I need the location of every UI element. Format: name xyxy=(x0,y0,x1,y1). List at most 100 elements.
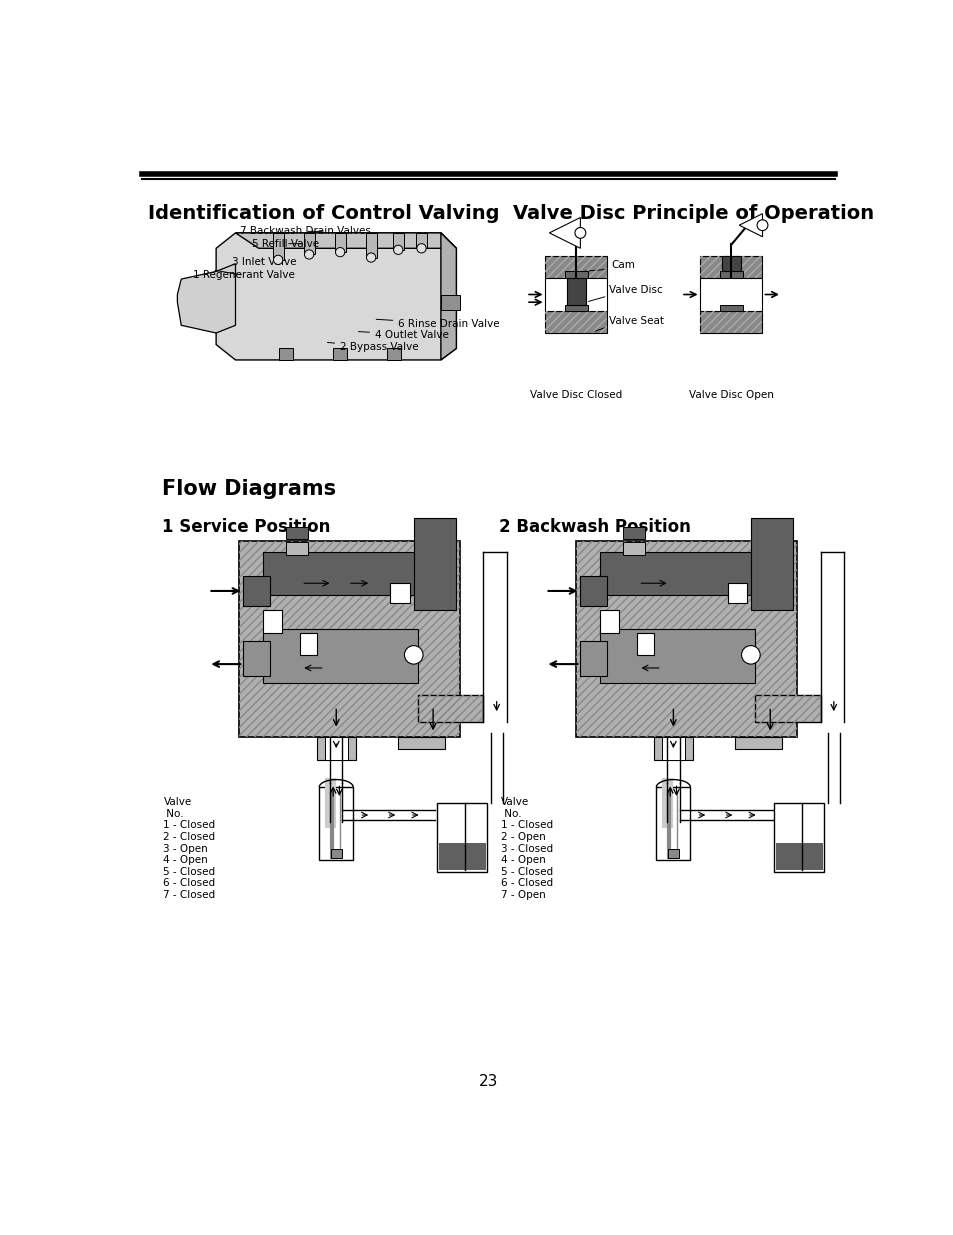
Polygon shape xyxy=(440,233,456,359)
Bar xyxy=(727,583,746,603)
Bar xyxy=(773,803,823,872)
Bar xyxy=(579,576,607,606)
Circle shape xyxy=(575,227,585,238)
Bar xyxy=(720,272,742,278)
Bar xyxy=(239,541,459,737)
Bar xyxy=(622,527,644,540)
Circle shape xyxy=(366,253,375,262)
Bar xyxy=(721,256,740,272)
Bar xyxy=(700,311,761,333)
Circle shape xyxy=(757,220,767,231)
Bar xyxy=(564,272,587,278)
Bar xyxy=(567,278,585,305)
Text: Cam: Cam xyxy=(611,259,635,269)
Bar xyxy=(286,527,307,540)
Text: 4 Outlet Valve: 4 Outlet Valve xyxy=(358,330,449,340)
Text: 2 - Open: 2 - Open xyxy=(500,832,545,842)
Bar xyxy=(622,542,644,555)
Bar xyxy=(735,737,781,748)
Bar xyxy=(397,737,444,748)
Text: 4 - Open: 4 - Open xyxy=(163,855,208,864)
Bar xyxy=(273,233,283,259)
Circle shape xyxy=(274,256,282,264)
Bar xyxy=(545,311,607,333)
Text: 1 - Closed: 1 - Closed xyxy=(500,820,553,830)
Bar xyxy=(333,348,347,359)
Bar xyxy=(438,842,485,871)
Bar xyxy=(656,787,690,861)
Text: Valve Disc Open: Valve Disc Open xyxy=(688,390,773,400)
Bar xyxy=(303,233,314,254)
Bar xyxy=(335,233,345,252)
Text: 4 - Open: 4 - Open xyxy=(500,855,545,864)
Text: Valve Disc: Valve Disc xyxy=(608,285,662,295)
Bar xyxy=(545,256,607,278)
Circle shape xyxy=(304,249,314,259)
Text: Valve Disc Principle of Operation: Valve Disc Principle of Operation xyxy=(513,204,873,222)
Text: 7 Backwash Drain Valves: 7 Backwash Drain Valves xyxy=(239,226,371,236)
Text: 3 Inlet Valve: 3 Inlet Valve xyxy=(232,257,295,267)
Text: 5 - Closed: 5 - Closed xyxy=(500,867,553,877)
Text: 6 - Closed: 6 - Closed xyxy=(500,878,553,888)
Polygon shape xyxy=(549,217,579,248)
Text: 5 Refill Valve: 5 Refill Valve xyxy=(252,238,319,248)
Circle shape xyxy=(335,247,344,257)
Bar xyxy=(599,630,754,683)
Bar xyxy=(545,278,607,311)
Bar xyxy=(316,737,355,761)
Text: Flow Diagrams: Flow Diagrams xyxy=(162,479,335,499)
Text: 1 - Closed: 1 - Closed xyxy=(163,820,215,830)
Polygon shape xyxy=(216,233,456,359)
Text: 2 Backwash Position: 2 Backwash Position xyxy=(498,517,690,536)
Bar xyxy=(416,233,427,248)
Bar xyxy=(754,695,820,721)
Text: Valve: Valve xyxy=(163,798,192,808)
Bar xyxy=(754,695,820,721)
Text: 23: 23 xyxy=(478,1074,498,1089)
Bar xyxy=(387,348,401,359)
Text: 7 - Open: 7 - Open xyxy=(500,889,545,900)
Text: 3 - Closed: 3 - Closed xyxy=(500,844,553,853)
Text: Identification of Control Valving: Identification of Control Valving xyxy=(148,204,499,222)
Bar xyxy=(319,787,353,861)
Circle shape xyxy=(416,243,426,253)
Bar xyxy=(576,541,797,737)
Bar xyxy=(243,641,270,676)
Bar xyxy=(286,542,307,555)
Bar xyxy=(700,256,761,278)
Text: Valve Disc Closed: Valve Disc Closed xyxy=(530,390,622,400)
Bar xyxy=(579,641,607,676)
Bar xyxy=(775,842,822,871)
Text: 1 Service Position: 1 Service Position xyxy=(162,517,330,536)
Bar xyxy=(599,552,754,595)
Bar xyxy=(545,256,607,278)
Text: Valve Seat: Valve Seat xyxy=(608,316,663,326)
Bar xyxy=(599,610,618,634)
Text: 2 Bypass Valve: 2 Bypass Valve xyxy=(327,342,418,352)
Text: 6 Rinse Drain Valve: 6 Rinse Drain Valve xyxy=(375,319,499,329)
Text: Valve: Valve xyxy=(500,798,529,808)
Bar xyxy=(667,848,679,858)
Bar xyxy=(750,517,793,610)
Bar xyxy=(700,256,761,278)
Text: 3 - Open: 3 - Open xyxy=(163,844,208,853)
Polygon shape xyxy=(235,233,456,248)
Text: 5 - Closed: 5 - Closed xyxy=(163,867,215,877)
Bar xyxy=(262,552,417,595)
Bar xyxy=(700,278,761,311)
Bar xyxy=(564,305,587,311)
Bar xyxy=(299,634,316,655)
Bar xyxy=(393,233,403,249)
Polygon shape xyxy=(739,214,761,237)
Text: 2 - Closed: 2 - Closed xyxy=(163,832,215,842)
Bar xyxy=(365,233,376,258)
Bar xyxy=(278,348,293,359)
Bar xyxy=(576,541,797,737)
Polygon shape xyxy=(177,264,235,333)
Text: 1 Regenerant Valve: 1 Regenerant Valve xyxy=(193,270,294,280)
Circle shape xyxy=(740,646,760,664)
Bar xyxy=(324,737,348,761)
Bar xyxy=(414,517,456,610)
Text: 7 - Closed: 7 - Closed xyxy=(163,889,215,900)
Bar xyxy=(262,610,282,634)
